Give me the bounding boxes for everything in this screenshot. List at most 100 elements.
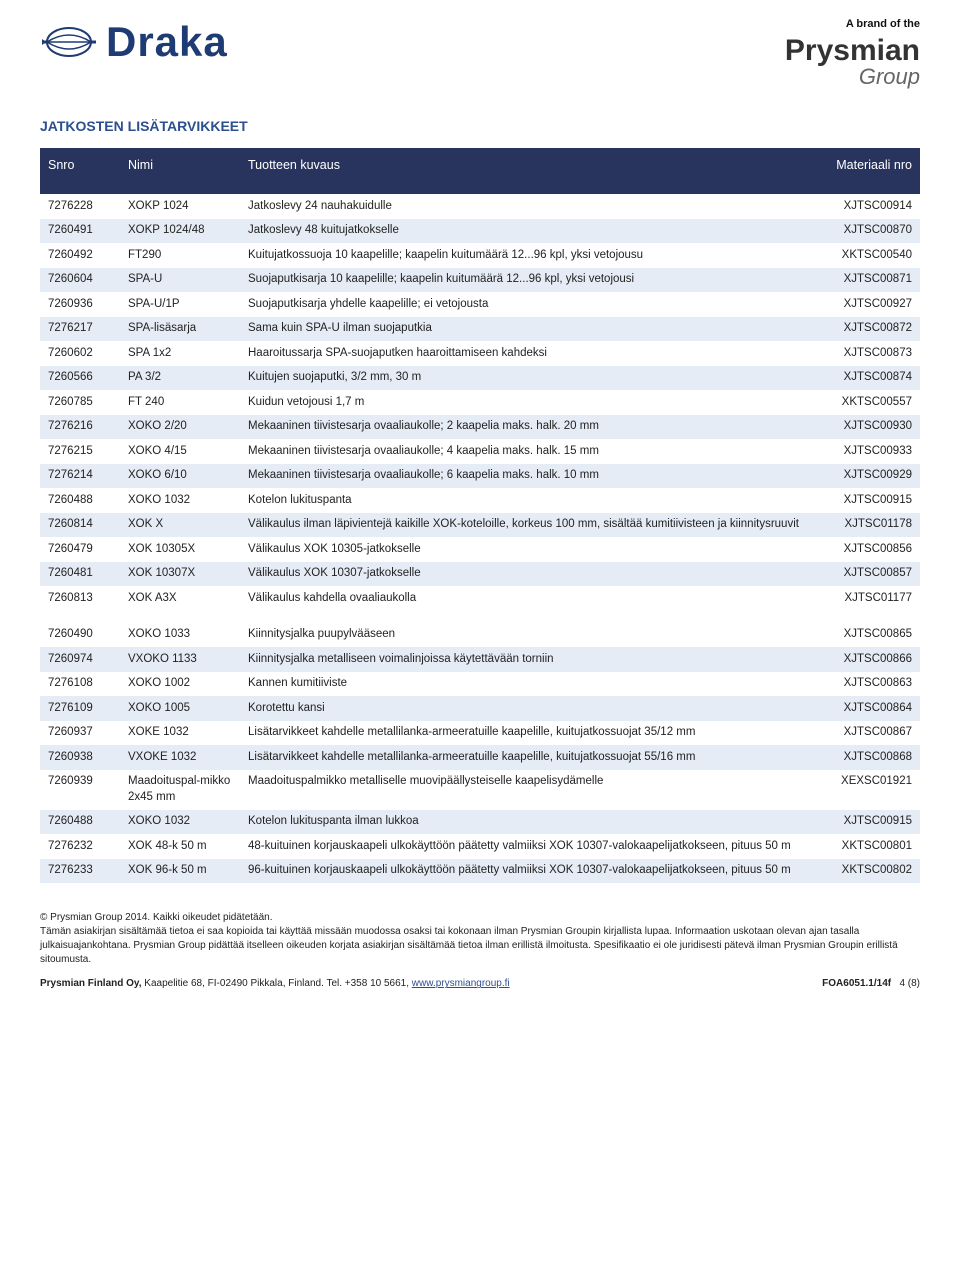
cell-snro: 7260785 xyxy=(40,390,120,415)
cell-mat: XJTSC00856 xyxy=(810,537,920,562)
cell-mat: XJTSC00874 xyxy=(810,366,920,391)
footer-docref: FOA6051.1/14f xyxy=(822,978,891,989)
cell-mat: XJTSC00933 xyxy=(810,439,920,464)
cell-kuvaus: Kotelon lukituspanta xyxy=(240,488,810,513)
cell-snro: 7260938 xyxy=(40,745,120,770)
cell-snro: 7276215 xyxy=(40,439,120,464)
cell-mat: XJTSC00915 xyxy=(810,488,920,513)
table-row: 7276108XOKO 1002Kannen kumitiivisteXJTSC… xyxy=(40,672,920,697)
footer-disclaimer: Tämän asiakirjan sisältämää tietoa ei sa… xyxy=(40,925,920,967)
table-row: 7260939Maadoituspal-mikko 2x45 mmMaadoit… xyxy=(40,770,920,810)
cell-kuvaus: Mekaaninen tiivistesarja ovaaliaukolle; … xyxy=(240,415,810,440)
cell-snro: 7260937 xyxy=(40,721,120,746)
cell-kuvaus: Mekaaninen tiivistesarja ovaaliaukolle; … xyxy=(240,464,810,489)
brand-left-logo: Draka xyxy=(40,18,228,66)
cell-nimi: SPA-U/1P xyxy=(120,292,240,317)
cell-mat: XJTSC00870 xyxy=(810,219,920,244)
col-nimi: Nimi xyxy=(120,148,240,194)
cell-nimi: XOK 48-k 50 m xyxy=(120,834,240,859)
cell-nimi: SPA-lisäsarja xyxy=(120,317,240,342)
cell-mat: XJTSC00930 xyxy=(810,415,920,440)
cell-mat: XEXSC01921 xyxy=(810,770,920,810)
cell-nimi: PA 3/2 xyxy=(120,366,240,391)
cell-nimi: XOKO 4/15 xyxy=(120,439,240,464)
cell-snro: 7260488 xyxy=(40,810,120,835)
cell-kuvaus: Kiinnitysjalka metalliseen voimalinjoiss… xyxy=(240,647,810,672)
cell-snro: 7260939 xyxy=(40,770,120,810)
table-header-row: Snro Nimi Tuotteen kuvaus Materiaali nro xyxy=(40,148,920,194)
table-row: 7260602SPA 1x2Haaroitussarja SPA-suojapu… xyxy=(40,341,920,366)
col-snro: Snro xyxy=(40,148,120,194)
table-row: 7260492FT290Kuitujatkossuoja 10 kaapelil… xyxy=(40,243,920,268)
cell-kuvaus: Kannen kumitiiviste xyxy=(240,672,810,697)
cell-snro: 7276228 xyxy=(40,194,120,219)
footer-link[interactable]: www.prysmiangroup.fi xyxy=(412,978,510,989)
cell-snro: 7260481 xyxy=(40,562,120,587)
cell-kuvaus: Suojaputkisarja yhdelle kaapelille; ei v… xyxy=(240,292,810,317)
cell-mat: XJTSC00865 xyxy=(810,623,920,648)
cell-nimi: XOKO 1032 xyxy=(120,810,240,835)
cell-snro: 7276216 xyxy=(40,415,120,440)
table-row: 7260488XOKO 1032Kotelon lukituspantaXJTS… xyxy=(40,488,920,513)
cell-kuvaus: Kuitujen suojaputki, 3/2 mm, 30 m xyxy=(240,366,810,391)
cell-mat: XJTSC00866 xyxy=(810,647,920,672)
table-row: 7276216XOKO 2/20Mekaaninen tiivistesarja… xyxy=(40,415,920,440)
cell-nimi: Maadoituspal-mikko 2x45 mm xyxy=(120,770,240,810)
cell-snro: 7276108 xyxy=(40,672,120,697)
cell-kuvaus: 48-kuituinen korjauskaapeli ulkokäyttöön… xyxy=(240,834,810,859)
cell-mat: XKTSC00801 xyxy=(810,834,920,859)
footer-pageno: 4 (8) xyxy=(899,978,920,989)
footer-company: Prysmian Finland Oy, Kaapelitie 68, FI-0… xyxy=(40,977,510,991)
cell-nimi: XOK 10305X xyxy=(120,537,240,562)
cell-kuvaus: Mekaaninen tiivistesarja ovaaliaukolle; … xyxy=(240,439,810,464)
cell-mat: XJTSC00872 xyxy=(810,317,920,342)
cell-kuvaus: Lisätarvikkeet kahdelle metallilanka-arm… xyxy=(240,721,810,746)
cell-kuvaus: Suojaputkisarja 10 kaapelille; kaapelin … xyxy=(240,268,810,293)
cell-nimi: FT290 xyxy=(120,243,240,268)
cell-mat: XJTSC00857 xyxy=(810,562,920,587)
cell-snro: 7260490 xyxy=(40,623,120,648)
table-row: 7260938VXOKE 1032Lisätarvikkeet kahdelle… xyxy=(40,745,920,770)
cell-kuvaus: Maadoituspalmikko metalliselle muovipääl… xyxy=(240,770,810,810)
cell-mat: XJTSC00868 xyxy=(810,745,920,770)
cell-nimi: XOK 96-k 50 m xyxy=(120,859,240,884)
table-row: 7260814XOK XVälikaulus ilman läpivientej… xyxy=(40,513,920,538)
cell-mat: XJTSC00864 xyxy=(810,696,920,721)
table-row: 7260566PA 3/2Kuitujen suojaputki, 3/2 mm… xyxy=(40,366,920,391)
table-row: 7260488XOKO 1032Kotelon lukituspanta ilm… xyxy=(40,810,920,835)
col-kuvaus: Tuotteen kuvaus xyxy=(240,148,810,194)
cell-nimi: VXOKO 1133 xyxy=(120,647,240,672)
cell-nimi: XOK 10307X xyxy=(120,562,240,587)
cell-kuvaus: Korotettu kansi xyxy=(240,696,810,721)
cell-kuvaus: Kotelon lukituspanta ilman lukkoa xyxy=(240,810,810,835)
cell-nimi: XOKO 1005 xyxy=(120,696,240,721)
cell-kuvaus: Kuitujatkossuoja 10 kaapelille; kaapelin… xyxy=(240,243,810,268)
footer-company-rest: Kaapelitie 68, FI-02490 Pikkala, Finland… xyxy=(142,978,412,989)
accessories-table: Snro Nimi Tuotteen kuvaus Materiaali nro… xyxy=(40,148,920,883)
cell-nimi: XOKO 2/20 xyxy=(120,415,240,440)
cell-kuvaus: Välikaulus XOK 10307-jatkokselle xyxy=(240,562,810,587)
table-row: 7260785FT 240Kuidun vetojousi 1,7 mXKTSC… xyxy=(40,390,920,415)
cell-snro: 7276217 xyxy=(40,317,120,342)
brand-left-name: Draka xyxy=(106,18,228,66)
table-row: 7276215XOKO 4/15Mekaaninen tiivistesarja… xyxy=(40,439,920,464)
table-row xyxy=(40,611,920,623)
brand-right-logo: A brand of the Prysmian Group xyxy=(785,18,920,90)
col-mat: Materiaali nro xyxy=(810,148,920,194)
cell-mat: XJTSC00873 xyxy=(810,341,920,366)
table-row: 7276214XOKO 6/10Mekaaninen tiivistesarja… xyxy=(40,464,920,489)
cell-mat: XJTSC00867 xyxy=(810,721,920,746)
cell-nimi: XOKP 1024/48 xyxy=(120,219,240,244)
cell-snro: 7260479 xyxy=(40,537,120,562)
cell-nimi: XOKO 1002 xyxy=(120,672,240,697)
cell-mat: XJTSC00871 xyxy=(810,268,920,293)
cell-kuvaus: Kuidun vetojousi 1,7 m xyxy=(240,390,810,415)
cell-snro: 7260604 xyxy=(40,268,120,293)
cell-kuvaus: Lisätarvikkeet kahdelle metallilanka-arm… xyxy=(240,745,810,770)
table-row: 7260490XOKO 1033Kiinnitysjalka puupylvää… xyxy=(40,623,920,648)
cell-mat: XJTSC00927 xyxy=(810,292,920,317)
brand-header: Draka A brand of the Prysmian Group xyxy=(40,18,920,90)
cell-mat: XKTSC00540 xyxy=(810,243,920,268)
cell-snro: 7276109 xyxy=(40,696,120,721)
cell-kuvaus: Sama kuin SPA-U ilman suojaputkia xyxy=(240,317,810,342)
